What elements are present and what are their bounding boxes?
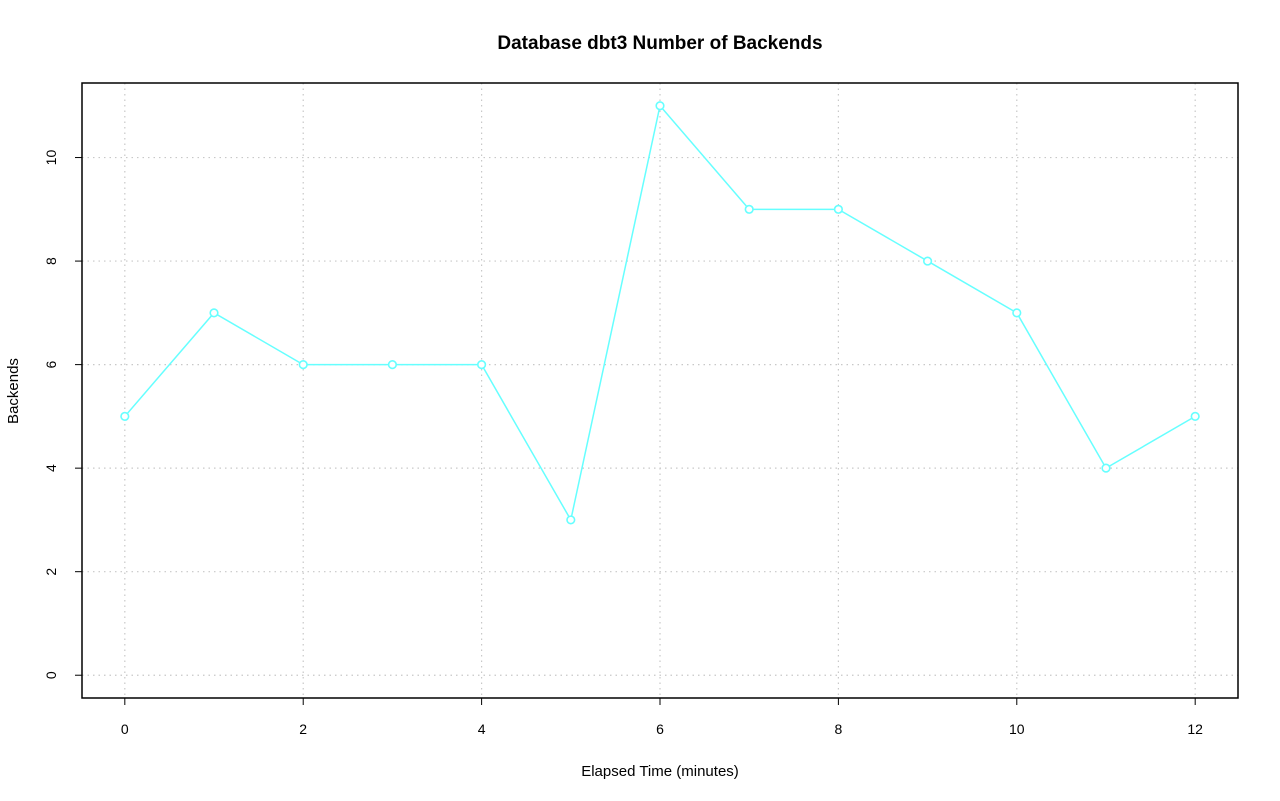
y-tick-label: 8 — [43, 257, 59, 265]
series-layer — [120, 101, 1200, 525]
y-tick-label: 6 — [43, 361, 59, 369]
grid — [82, 83, 1238, 698]
data-point — [1012, 308, 1022, 318]
data-point — [566, 515, 576, 525]
x-tick-label: 0 — [121, 721, 129, 737]
data-point — [209, 308, 219, 318]
chart-title: Database dbt3 Number of Backends — [497, 33, 822, 54]
y-axis: 0 2 4 6 8 10 — [43, 150, 82, 679]
data-point — [833, 204, 843, 214]
y-tick-label: 0 — [43, 671, 59, 679]
data-point — [387, 360, 398, 370]
data-point — [1101, 463, 1111, 473]
x-tick-label: 4 — [478, 721, 486, 737]
data-point — [922, 256, 933, 266]
y-axis-label: Backends — [5, 358, 22, 424]
data-point — [298, 360, 308, 370]
x-tick-label: 8 — [834, 721, 842, 737]
data-point — [655, 101, 665, 111]
data-point — [744, 204, 754, 214]
data-point — [1190, 411, 1200, 421]
x-axis: 0 2 4 6 8 10 12 — [121, 698, 1203, 737]
data-point — [477, 360, 487, 370]
x-tick-label: 12 — [1187, 721, 1203, 737]
x-axis-label: Elapsed Time (minutes) — [581, 763, 739, 780]
data-point — [120, 411, 130, 421]
y-tick-label: 2 — [43, 568, 59, 576]
y-tick-label: 4 — [43, 464, 59, 472]
y-tick-label: 10 — [43, 150, 59, 166]
x-tick-label: 10 — [1009, 721, 1025, 737]
x-tick-label: 2 — [299, 721, 307, 737]
x-tick-label: 6 — [656, 721, 664, 737]
